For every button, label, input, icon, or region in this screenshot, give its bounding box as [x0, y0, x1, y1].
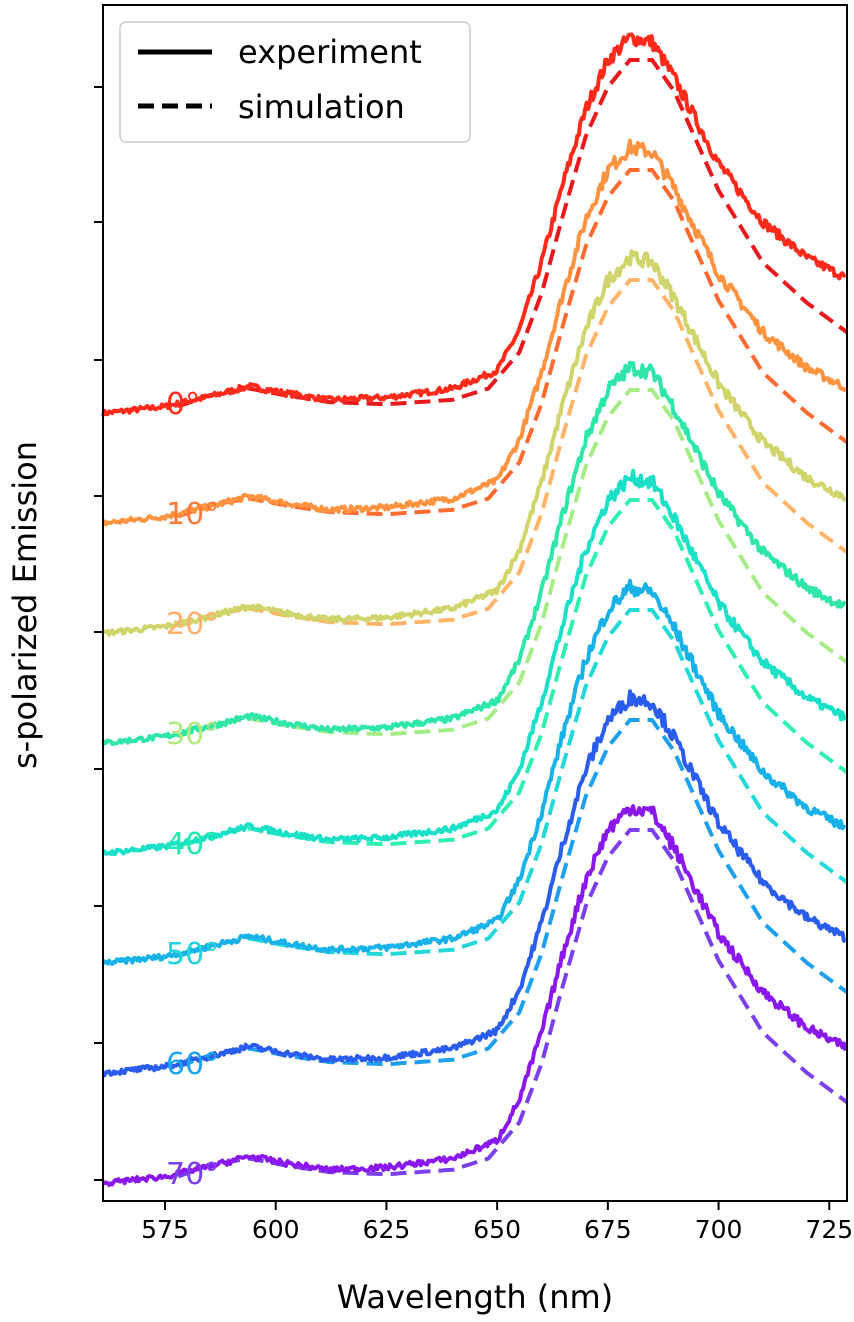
curves-layer	[101, 32, 849, 1188]
simulation-line-0	[177, 58, 849, 409]
x-tick-label-625: 625	[363, 1215, 411, 1244]
experiment-line-2	[102, 249, 847, 637]
simulation-line-5	[177, 608, 849, 959]
experiment-line-0	[101, 32, 847, 417]
experiment-line-7	[101, 804, 848, 1188]
x-tick-label-675: 675	[584, 1215, 632, 1244]
legend-label-experiment: experiment	[238, 33, 422, 71]
x-tick-label-600: 600	[252, 1215, 300, 1244]
plot-frame	[102, 4, 848, 1202]
angle-labels-layer: 0° 10° 20° 30° 40° 50° 60° 70°	[166, 387, 219, 1192]
simulation-line-4	[177, 498, 849, 849]
simulation-line-3	[177, 388, 849, 739]
y-axis	[94, 86, 103, 1181]
angle-label-0: 0°	[166, 387, 200, 422]
angle-label-5: 50°	[166, 937, 219, 972]
x-tick-label-725: 725	[805, 1215, 853, 1244]
experiment-line-4	[102, 468, 848, 857]
legend-label-simulation: simulation	[238, 88, 405, 126]
angle-label-7: 70°	[166, 1157, 219, 1192]
experiment-line-3	[101, 360, 847, 746]
x-tick-label-650: 650	[473, 1215, 521, 1244]
y-axis-label: s-polarized Emission	[6, 441, 44, 769]
x-axis-label: Wavelength (nm)	[337, 1278, 613, 1316]
simulation-line-7	[177, 828, 849, 1179]
experiment-line-6	[102, 689, 847, 1078]
experiment-line-1	[102, 138, 848, 527]
angle-label-2: 20°	[166, 607, 219, 642]
simulation-line-6	[177, 718, 849, 1069]
simulation-line-2	[177, 278, 849, 629]
angle-label-4: 40°	[166, 827, 219, 862]
x-axis: 575 600 625 650 675 700 725	[141, 1201, 853, 1244]
angle-label-3: 30°	[166, 717, 219, 752]
experiment-line-5	[101, 578, 847, 966]
x-tick-label-700: 700	[695, 1215, 743, 1244]
angle-label-6: 60°	[166, 1047, 219, 1082]
angle-label-1: 10°	[166, 497, 219, 532]
simulation-line-1	[177, 168, 849, 519]
legend: experiment simulation	[119, 21, 471, 143]
x-tick-label-575: 575	[141, 1215, 189, 1244]
